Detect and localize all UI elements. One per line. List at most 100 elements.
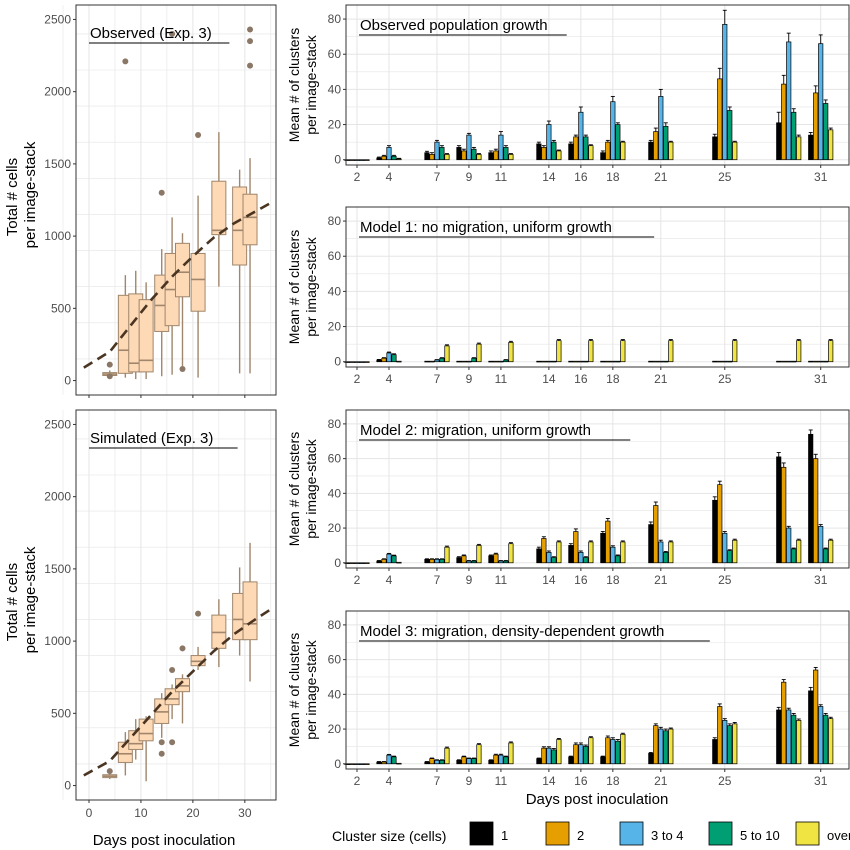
bar-over-10: [668, 141, 674, 161]
x-tick-label: 7: [434, 170, 441, 184]
bar-over-10: [828, 340, 834, 363]
bar-5-to-10: [551, 360, 557, 363]
bar-3-to-4: [578, 360, 584, 363]
bar-5-to-10: [439, 759, 445, 765]
bar-3-to-4: [466, 134, 472, 161]
legend-label-over-10: over 10: [827, 828, 850, 843]
bar-1: [600, 152, 606, 161]
bar-2: [781, 681, 787, 765]
x-tick-label: 21: [654, 774, 668, 788]
x-tick-label: 25: [718, 573, 732, 587]
bar-3-to-4: [658, 728, 664, 765]
bar-5-to-10: [471, 560, 477, 564]
y-tick-label: 1000: [44, 634, 71, 648]
panel-border: [75, 4, 277, 396]
bar-5-to-10: [391, 155, 397, 161]
bar-5-to-10: [583, 360, 589, 363]
bar-2: [461, 360, 467, 363]
bar-1: [488, 555, 494, 564]
box-iqr: [174, 242, 190, 298]
bar-3-to-4: [386, 352, 392, 363]
panel-title: Model 3: migration, density-dependent gr…: [360, 623, 664, 640]
bar-1: [424, 761, 430, 765]
x-tick-label: 20: [186, 806, 200, 820]
x-tick-label: 25: [718, 372, 732, 386]
bar-over-10: [444, 345, 450, 363]
bar-2: [461, 150, 467, 161]
bar-5-to-10: [823, 548, 829, 564]
y-tick-label: 0: [64, 779, 71, 793]
x-tick-label: 18: [606, 774, 620, 788]
bar-1: [488, 360, 494, 363]
bar-5-to-10: [551, 749, 557, 765]
bar-5-to-10: [391, 354, 397, 363]
bar-5-to-10: [727, 360, 733, 363]
bar-3-to-4: [434, 759, 440, 765]
x-tick-label: 25: [718, 170, 732, 184]
bar-3-to-4: [498, 560, 504, 564]
bar-2: [381, 357, 387, 363]
y-tick-label: 500: [51, 301, 71, 315]
y-axis-label: Mean # of clustersper image-stack: [286, 230, 319, 344]
bar-over-10: [796, 340, 802, 363]
bar-5-to-10: [615, 740, 621, 765]
bar-5-to-10: [503, 560, 509, 564]
bar-1: [600, 360, 606, 363]
bar-5-to-10: [791, 714, 797, 765]
x-tick-label: 2: [354, 573, 361, 587]
left-bottom-y-axis-label-line2: per image-stack: [22, 546, 39, 653]
bar-5-to-10: [615, 124, 621, 161]
bar-2: [653, 360, 659, 363]
bar-3-to-4: [786, 41, 792, 161]
bar-2: [461, 756, 467, 765]
bar-5-to-10: [503, 756, 509, 765]
bar-1: [536, 143, 542, 161]
bar-5-to-10: [359, 763, 365, 765]
x-tick-label: 11: [495, 170, 508, 184]
y-tick-label: 20: [328, 118, 342, 132]
boxplot-panel-simulated: 0 500 1000 1500 2000 2500 0 10 20 30 Simulated (Ex…: [44, 409, 277, 820]
bar-3-to-4: [818, 43, 824, 161]
x-tick-label: 4: [386, 372, 393, 386]
x-tick-label: 18: [606, 573, 620, 587]
left-top-y-axis-label-line1: Total # cells: [4, 158, 21, 236]
bar-over-10: [732, 141, 738, 161]
x-tick-label: 9: [466, 372, 473, 386]
bar-2: [573, 360, 579, 363]
y-tick-label: 500: [51, 706, 71, 720]
bar-1: [456, 147, 462, 161]
bar-over-10: [620, 340, 626, 363]
bar-over-10: [476, 545, 482, 564]
bar-2: [349, 159, 355, 161]
bar-2: [781, 466, 787, 564]
bar-5-to-10: [551, 557, 557, 564]
x-tick-label: 31: [814, 372, 828, 386]
bar-5-to-10: [391, 756, 397, 765]
bar-over-10: [668, 340, 674, 363]
x-tick-label: 21: [654, 170, 668, 184]
bar-over-10: [588, 340, 594, 363]
bar-3-to-4: [658, 360, 664, 363]
y-tick-label: 1000: [44, 229, 71, 243]
bar-over-10: [476, 343, 482, 363]
legend-label-3-to-4: 3 to 4: [651, 828, 684, 843]
bar-over-10: [556, 150, 562, 161]
bar-over-10: [732, 723, 738, 765]
bar-over-10: [396, 360, 402, 363]
bar-2: [781, 83, 787, 161]
box-outlier: [179, 645, 186, 652]
box-outlier: [169, 30, 176, 37]
bar-2: [573, 744, 579, 765]
bar-over-10: [508, 342, 514, 363]
box-iqr: [211, 180, 227, 236]
bar-5-to-10: [615, 555, 621, 564]
y-tick-label: 20: [328, 521, 342, 535]
box-outlier: [179, 366, 186, 372]
bar-2: [349, 361, 355, 363]
x-tick-label: 9: [466, 573, 473, 587]
y-tick-label: 0: [334, 556, 341, 570]
y-tick-label: 0: [64, 374, 71, 388]
box-iqr: [242, 581, 258, 641]
bar-1: [568, 360, 574, 363]
x-tick-label: 14: [542, 170, 556, 184]
